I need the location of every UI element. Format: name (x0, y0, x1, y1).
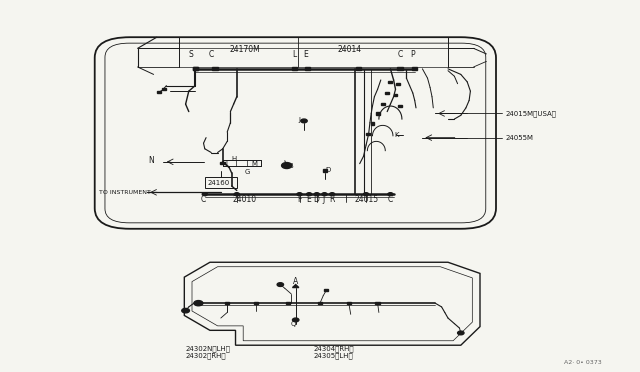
Circle shape (234, 193, 239, 196)
Bar (398, 105, 402, 107)
Text: C: C (398, 50, 403, 59)
Text: G: G (244, 169, 250, 175)
Bar (394, 94, 397, 96)
Text: D: D (325, 167, 330, 173)
Text: 24170M: 24170M (230, 45, 260, 54)
Bar (254, 302, 259, 304)
Text: 24014: 24014 (337, 45, 362, 54)
Bar (162, 88, 166, 90)
Text: 24015M〈USA〉: 24015M〈USA〉 (506, 110, 557, 117)
Text: P: P (410, 50, 415, 59)
Text: N: N (148, 156, 154, 165)
Circle shape (297, 193, 302, 196)
Bar (323, 169, 328, 171)
Text: L: L (292, 50, 296, 59)
Text: A2· 0• 0373: A2· 0• 0373 (564, 360, 602, 365)
Circle shape (458, 331, 464, 335)
Bar (205, 177, 237, 188)
Bar (193, 67, 198, 70)
Bar (317, 302, 322, 304)
Bar (347, 302, 351, 304)
Text: A: A (293, 278, 298, 286)
Circle shape (322, 193, 327, 196)
Text: 24304〈RH〉: 24304〈RH〉 (314, 346, 354, 352)
Circle shape (330, 193, 335, 196)
Bar (157, 91, 161, 93)
Bar (366, 133, 370, 135)
Text: 24302N〈LH〉: 24302N〈LH〉 (186, 346, 230, 352)
Text: K: K (394, 132, 399, 138)
Bar (375, 302, 380, 304)
Bar (193, 67, 198, 70)
Bar (212, 67, 218, 70)
Text: E: E (306, 195, 311, 203)
Text: 24302（RH）: 24302（RH） (186, 352, 226, 359)
Text: J: J (323, 195, 325, 203)
Text: D: D (313, 195, 319, 203)
Text: 24010: 24010 (232, 195, 257, 203)
Text: TO INSTRUMENT: TO INSTRUMENT (99, 190, 151, 195)
Text: H: H (232, 156, 237, 162)
Circle shape (314, 193, 319, 196)
Circle shape (282, 163, 292, 169)
Bar (376, 112, 380, 115)
Text: I: I (225, 160, 228, 166)
Bar (396, 83, 400, 85)
Circle shape (277, 283, 284, 286)
Bar (371, 122, 374, 125)
Bar (381, 103, 385, 105)
Text: 24015: 24015 (354, 195, 378, 203)
Bar (412, 67, 417, 70)
Text: 24055M: 24055M (506, 135, 534, 141)
Bar (385, 92, 389, 94)
Text: C: C (201, 195, 206, 203)
Text: S: S (188, 50, 193, 59)
Bar (397, 67, 403, 70)
Bar (225, 302, 230, 304)
Bar (388, 81, 392, 83)
Circle shape (364, 193, 369, 196)
Circle shape (182, 308, 189, 313)
Circle shape (307, 193, 312, 196)
Circle shape (194, 301, 203, 306)
Circle shape (388, 193, 393, 196)
Text: C: C (209, 50, 214, 59)
Text: 24305〈LH〉: 24305〈LH〉 (314, 352, 353, 359)
Bar (285, 302, 291, 304)
Bar (324, 289, 328, 291)
Text: F: F (298, 195, 301, 203)
Text: J: J (298, 117, 301, 123)
Bar (292, 67, 297, 70)
Text: 24160: 24160 (208, 180, 230, 186)
Bar (305, 67, 310, 70)
Polygon shape (292, 285, 299, 288)
Bar (356, 67, 361, 70)
Bar (220, 161, 225, 164)
Circle shape (202, 193, 207, 196)
Text: E: E (303, 50, 308, 59)
Text: R: R (330, 195, 335, 203)
Text: M: M (252, 161, 258, 167)
Text: Q: Q (291, 321, 296, 327)
Text: B: B (289, 163, 294, 169)
Text: C: C (388, 195, 393, 203)
Circle shape (292, 318, 299, 322)
Circle shape (301, 119, 307, 123)
